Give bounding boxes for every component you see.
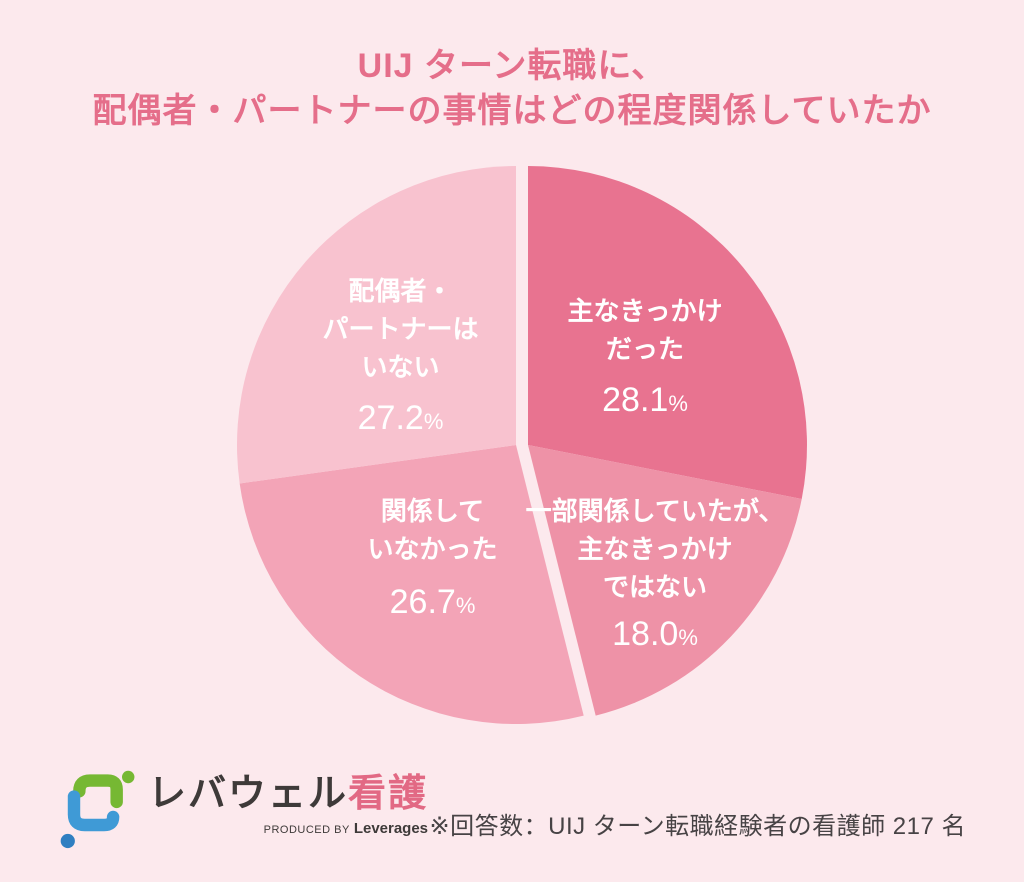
produced-by-line: PRODUCED BY Leverages <box>264 820 428 838</box>
pie-label-main-trigger: 主なきっかけ だった 28.1% <box>500 292 790 424</box>
pie-label-no-partner: 配偶者・ パートナーは いない 27.2% <box>258 272 543 442</box>
pie-label-line: 主なきっかけ <box>567 296 723 326</box>
pie-label-line: だった <box>605 334 684 364</box>
pie-label-line: ではない <box>602 572 707 602</box>
leverages-logo-icon <box>60 770 135 849</box>
pie-label-percent: 27.2% <box>357 399 444 437</box>
brand-name-levwell: レバウェル <box>148 773 349 815</box>
brand-name: レバウェル看護 <box>148 770 428 818</box>
pie-chart-svg <box>236 166 807 725</box>
pie-label-percent: 26.7% <box>389 583 476 621</box>
pie-label-percent: 28.1% <box>602 381 688 419</box>
pie-label-line: パートナーは <box>322 314 479 344</box>
company-name: Leverages <box>353 820 429 837</box>
pie-slice-3 <box>239 445 584 725</box>
brand-logo: レバウェル看護 PRODUCED BY Leverages <box>58 764 428 854</box>
pie-slice-1 <box>528 166 807 499</box>
pie-label-line: 主なきっかけ <box>577 534 733 564</box>
page-title: UIJ ターン転職に、 配偶者・パートナーの事情はどの程度関係していたか <box>0 44 1024 134</box>
produced-by-label: PRODUCED BY <box>263 824 350 836</box>
pie-label-line: いない <box>361 352 440 382</box>
pie-slice-2 <box>528 445 802 716</box>
pie-chart <box>222 152 832 744</box>
pie-label-line: いなかった <box>367 534 498 564</box>
brand-name-kango: 看護 <box>348 773 429 815</box>
page-title-line1: UIJ ターン転職に、 <box>357 47 667 85</box>
pie-label-line: 一部関係していたが、 <box>525 496 785 526</box>
pie-label-percent: 18.0% <box>612 615 698 653</box>
pie-slice-4 <box>236 166 516 484</box>
pie-label-not-related: 関係して いなかった 26.7% <box>300 492 565 626</box>
logo-text: レバウェル看護 PRODUCED BY Leverages <box>148 764 428 838</box>
page-title-line2: 配偶者・パートナーの事情はどの程度関係していたか <box>92 92 932 130</box>
pie-label-line: 関係して <box>380 496 485 526</box>
respondents-note: ※回答数：UIJ ターン転職経験者の看護師 217 名 <box>429 813 966 840</box>
pie-label-partly-related: 一部関係していたが、 主なきっかけ ではない 18.0% <box>495 492 815 658</box>
pie-label-line: 配偶者・ <box>348 276 453 306</box>
